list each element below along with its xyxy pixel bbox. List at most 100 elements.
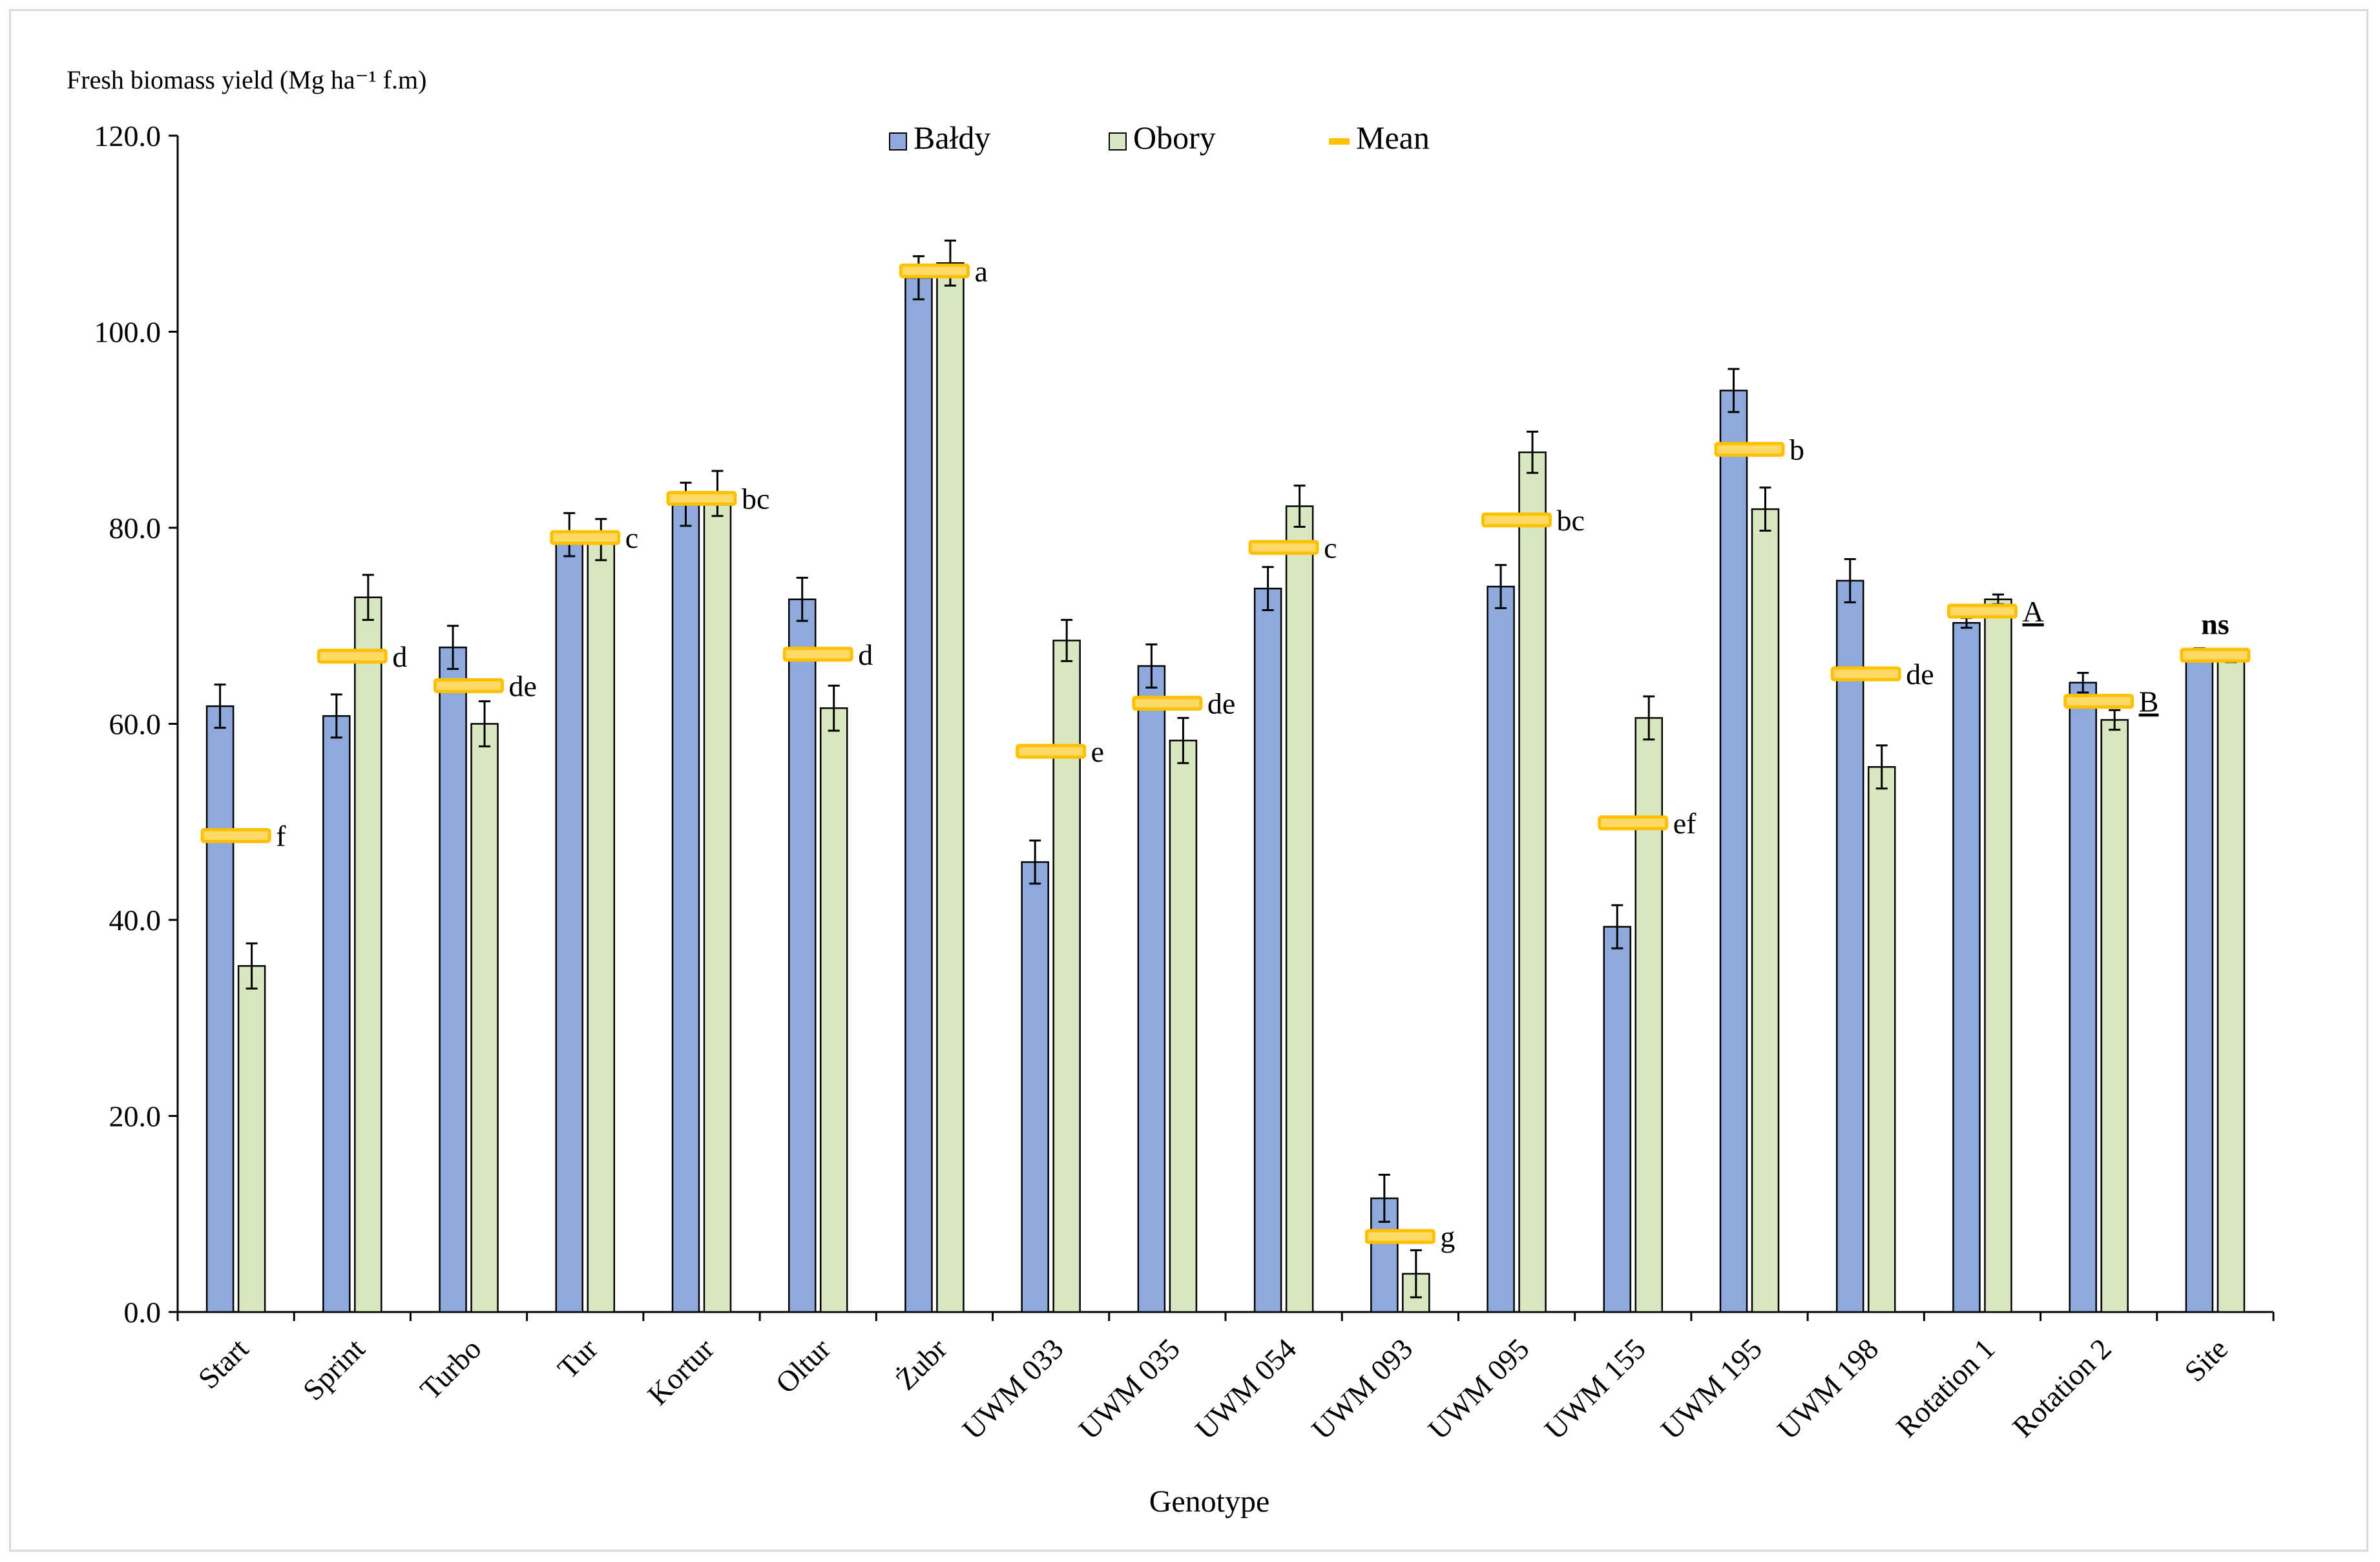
significance-letter: de xyxy=(1906,658,1934,691)
significance-letter: de xyxy=(509,669,537,702)
significance-letter: c xyxy=(1324,531,1337,564)
bar-obory xyxy=(703,492,732,1313)
mean-marker xyxy=(1132,696,1203,711)
legend-label-mean: Mean xyxy=(1356,120,1430,156)
x-tick-label: Kortur xyxy=(641,1332,720,1411)
mean-marker xyxy=(782,647,853,662)
mean-marker xyxy=(899,263,970,278)
bar-obory xyxy=(587,538,616,1313)
significance-letter: A xyxy=(2022,595,2043,628)
bar-obory xyxy=(1285,505,1314,1313)
significance-letter: f xyxy=(276,819,286,852)
bar-obory xyxy=(470,723,499,1313)
x-tick-label: UWM 035 xyxy=(1072,1332,1186,1446)
bar-baldy xyxy=(1487,585,1515,1313)
mean-marker xyxy=(1830,666,1901,682)
bar-baldy xyxy=(788,598,817,1313)
mean-marker xyxy=(1714,442,1785,457)
bar-obory xyxy=(2217,656,2246,1313)
x-tick-label: UWM 155 xyxy=(1538,1332,1652,1446)
bar-obory xyxy=(2100,719,2129,1313)
bar-baldy xyxy=(1021,861,1049,1313)
x-tick-label: Start xyxy=(192,1332,255,1395)
legend-item-obory: Obory xyxy=(1109,120,1216,156)
y-tick-label: 20.0 xyxy=(109,1100,162,1133)
x-tick-label: UWM 095 xyxy=(1422,1332,1536,1446)
bar-baldy xyxy=(439,646,467,1313)
bar-baldy xyxy=(671,503,700,1313)
significance-letter: ns xyxy=(2201,608,2229,641)
bar-obory xyxy=(237,965,266,1313)
significance-letter: bc xyxy=(742,482,769,515)
mean-marker xyxy=(1481,512,1552,528)
bar-baldy xyxy=(904,276,933,1313)
x-tick-label: Oltur xyxy=(769,1332,837,1400)
x-tick-label: UWM 198 xyxy=(1771,1332,1884,1446)
x-tick-label: UWM 195 xyxy=(1655,1332,1768,1446)
significance-letter: de xyxy=(1207,687,1235,720)
significance-letter: a xyxy=(974,255,987,287)
significance-letter: e xyxy=(1091,735,1104,768)
mean-marker xyxy=(433,678,505,693)
legend-swatch-obory xyxy=(1109,132,1127,151)
y-tick-label: 0.0 xyxy=(124,1296,162,1329)
mean-marker xyxy=(1947,603,2018,619)
bar-baldy xyxy=(1952,621,1981,1313)
legend: Bałdy Obory Mean xyxy=(889,120,1430,156)
legend-item-mean: Mean xyxy=(1329,120,1430,156)
mean-marker xyxy=(317,649,388,664)
bar-baldy xyxy=(205,705,235,1313)
bar-obory xyxy=(1052,640,1081,1313)
bar-obory xyxy=(1169,740,1198,1313)
mean-marker xyxy=(200,828,271,843)
bar-baldy xyxy=(1253,587,1282,1313)
bar-baldy xyxy=(2069,682,2097,1313)
significance-letter: ef xyxy=(1673,807,1696,840)
bar-obory xyxy=(1984,598,2012,1313)
legend-item-baldy: Bałdy xyxy=(889,120,990,156)
significance-letter: d xyxy=(392,640,407,673)
significance-letter: c xyxy=(625,521,638,554)
bar-baldy xyxy=(1719,390,1748,1313)
mean-marker xyxy=(550,530,621,545)
plot-area: 0.0 20.0 40.0 60.0 80.0 100.0 120.0 f Start d Spri… xyxy=(94,120,2275,1446)
significance-letter: B xyxy=(2139,685,2159,718)
x-tick-label: Rotation 1 xyxy=(1890,1332,2001,1444)
y-tick-label: 60.0 xyxy=(109,708,162,741)
bar-obory xyxy=(354,596,382,1313)
mean-marker xyxy=(1364,1229,1435,1244)
legend-swatch-mean xyxy=(1329,138,1350,145)
bar-baldy xyxy=(1835,579,1864,1313)
legend-swatch-baldy xyxy=(889,132,907,151)
mean-marker xyxy=(666,490,737,506)
significance-letter: b xyxy=(1790,433,1804,466)
x-tick-label: UWM 054 xyxy=(1189,1332,1302,1446)
bar-chart: Fresh biomass yield (Mg ha⁻¹ f.m) Genoty… xyxy=(67,65,2275,1519)
x-tick-label: Turbo xyxy=(413,1332,487,1406)
y-tick-label: 40.0 xyxy=(109,904,162,937)
x-axis-title: Genotype xyxy=(1149,1484,1270,1519)
y-axis-title: Fresh biomass yield (Mg ha⁻¹ f.m) xyxy=(67,65,426,94)
bar-baldy xyxy=(555,534,584,1313)
bar-baldy xyxy=(1137,665,1166,1313)
bar-obory xyxy=(1751,508,1780,1313)
x-tick-label: Rotation 2 xyxy=(2006,1332,2118,1444)
bar-obory xyxy=(1867,766,1896,1313)
mean-marker xyxy=(1016,744,1087,759)
significance-letter: bc xyxy=(1557,504,1585,537)
bar-obory xyxy=(1518,451,1547,1313)
bar-baldy xyxy=(2185,652,2214,1313)
bar-baldy xyxy=(1603,926,1632,1313)
chart-frame: Fresh biomass yield (Mg ha⁻¹ f.m) Genoty… xyxy=(9,9,2368,1552)
y-tick-label: 100.0 xyxy=(94,316,162,349)
y-tick-label: 80.0 xyxy=(109,512,162,545)
bar-baldy xyxy=(322,715,351,1313)
bar-obory xyxy=(936,262,965,1313)
x-tick-label: Site xyxy=(2178,1332,2234,1388)
x-tick-label: Sprint xyxy=(297,1332,371,1407)
mean-marker xyxy=(1248,539,1319,555)
legend-label-baldy: Bałdy xyxy=(913,120,990,156)
mean-marker xyxy=(2063,694,2135,709)
y-tick-label: 120.0 xyxy=(94,120,162,152)
mean-marker xyxy=(1598,815,1669,831)
